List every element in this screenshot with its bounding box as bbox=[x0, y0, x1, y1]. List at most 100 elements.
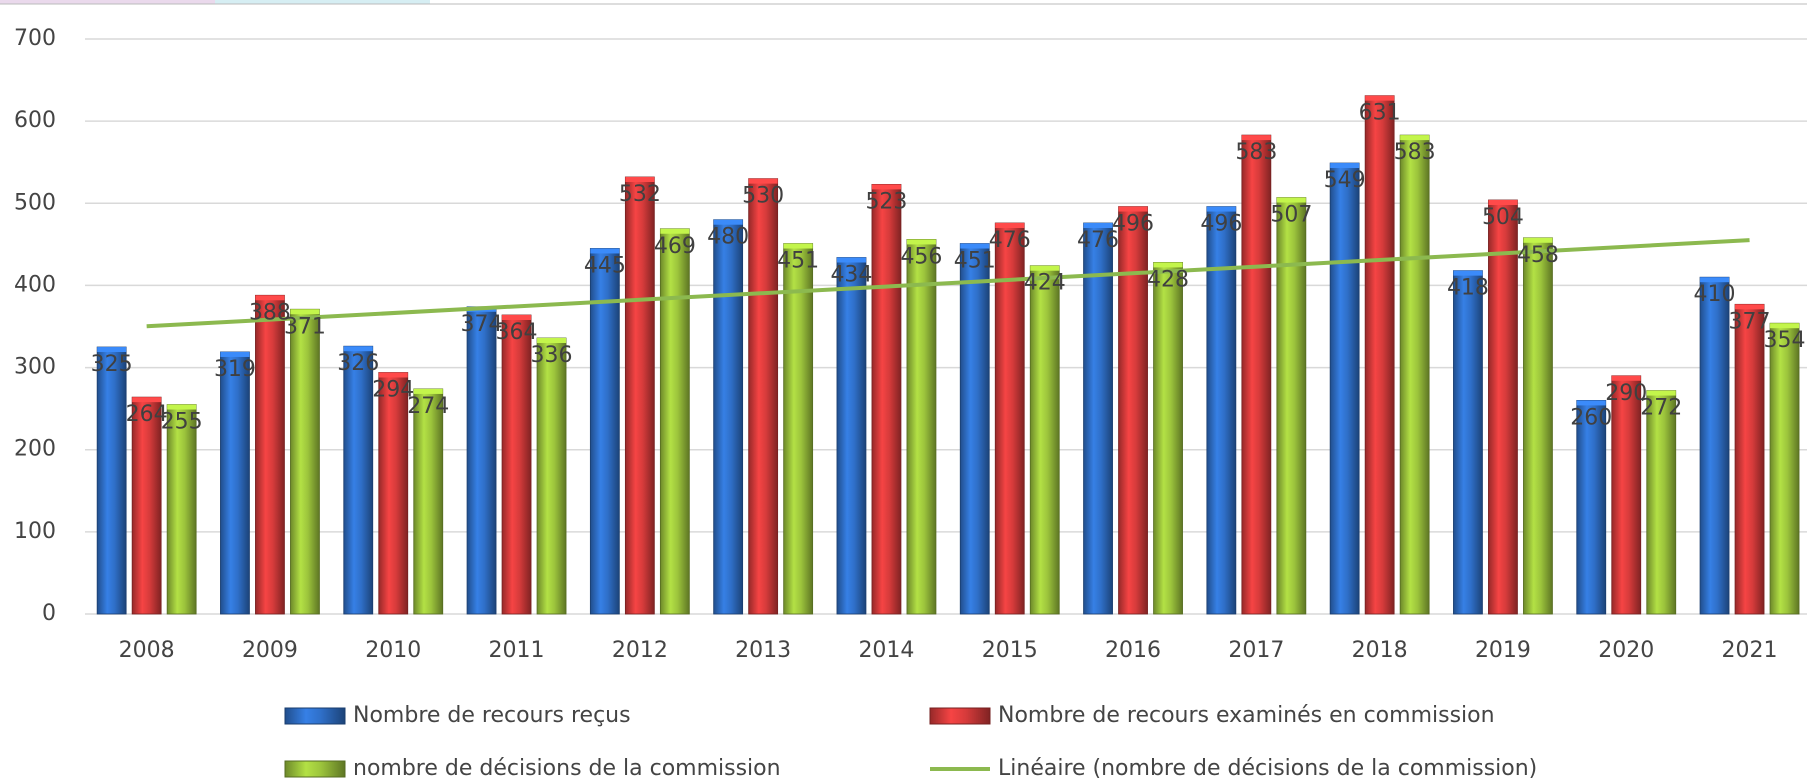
data-label: 434 bbox=[830, 263, 872, 288]
legend-label: Linéaire (nombre de décisions de la comm… bbox=[998, 756, 1537, 781]
bar-top bbox=[625, 177, 655, 182]
y-tick-label: 100 bbox=[14, 519, 56, 544]
data-label: 530 bbox=[742, 184, 784, 209]
data-label: 480 bbox=[707, 225, 749, 250]
data-label: 631 bbox=[1359, 101, 1401, 126]
bar bbox=[624, 176, 655, 615]
x-tick-label: 2014 bbox=[858, 638, 914, 663]
legend-swatch bbox=[929, 707, 991, 725]
trendline bbox=[146, 238, 1750, 329]
x-tick-label: 2009 bbox=[242, 638, 298, 663]
bar bbox=[131, 396, 162, 615]
bar-top bbox=[220, 351, 250, 357]
bar-top bbox=[1276, 197, 1306, 203]
bar-top bbox=[97, 347, 127, 353]
top-strip bbox=[215, 0, 430, 4]
data-label: 583 bbox=[1394, 140, 1436, 165]
data-label: 290 bbox=[1605, 381, 1647, 406]
bar-top bbox=[413, 388, 443, 394]
data-label: 274 bbox=[407, 394, 449, 419]
bar-top bbox=[713, 219, 743, 225]
bar-top bbox=[290, 309, 320, 315]
bar bbox=[1364, 95, 1395, 615]
data-label: 294 bbox=[372, 378, 414, 403]
bar-top bbox=[590, 248, 620, 254]
data-label: 496 bbox=[1112, 212, 1154, 237]
bar bbox=[713, 219, 744, 615]
data-label: 424 bbox=[1024, 271, 1066, 296]
bar bbox=[959, 243, 990, 615]
data-label: 445 bbox=[584, 253, 626, 278]
data-label: 325 bbox=[91, 352, 133, 377]
bar bbox=[659, 228, 690, 615]
x-tick-label: 2021 bbox=[1722, 638, 1778, 663]
data-label: 583 bbox=[1235, 140, 1277, 165]
data-label: 451 bbox=[777, 249, 819, 274]
bar bbox=[1241, 134, 1272, 615]
bar-top bbox=[1330, 163, 1360, 169]
data-label: 451 bbox=[954, 249, 996, 274]
bar bbox=[1576, 400, 1607, 615]
x-tick-label: 2016 bbox=[1105, 638, 1161, 663]
y-tick-label: 700 bbox=[14, 26, 56, 51]
bar bbox=[96, 346, 127, 615]
legend-label: Nombre de recours reçus bbox=[353, 703, 631, 728]
x-tick-label: 2020 bbox=[1598, 638, 1654, 663]
bar-top bbox=[1735, 304, 1765, 310]
data-label: 476 bbox=[989, 228, 1031, 253]
y-tick-label: 600 bbox=[14, 108, 56, 133]
bar bbox=[783, 243, 814, 615]
x-tick-label: 2012 bbox=[612, 638, 668, 663]
bar-top bbox=[1576, 400, 1606, 406]
bar bbox=[536, 337, 567, 615]
data-label: 354 bbox=[1764, 328, 1806, 353]
bar-top bbox=[1206, 206, 1236, 212]
bar-top bbox=[537, 338, 567, 343]
bar bbox=[1646, 390, 1677, 615]
bar-top bbox=[1030, 265, 1060, 271]
data-label: 523 bbox=[865, 189, 907, 214]
y-tick-label: 200 bbox=[14, 437, 56, 462]
data-label: 371 bbox=[284, 314, 326, 339]
bar bbox=[1276, 197, 1307, 615]
bar bbox=[501, 314, 532, 615]
y-tick-label: 0 bbox=[42, 601, 56, 626]
data-label: 272 bbox=[1640, 396, 1682, 421]
y-tick-label: 400 bbox=[14, 272, 56, 297]
bar-top bbox=[1153, 262, 1183, 268]
bar-top bbox=[995, 223, 1025, 228]
bar-top bbox=[660, 228, 690, 234]
bar bbox=[589, 248, 620, 615]
data-label: 388 bbox=[249, 300, 291, 325]
bar bbox=[1118, 206, 1148, 615]
bar bbox=[871, 183, 902, 615]
bar bbox=[1611, 375, 1642, 615]
data-label: 364 bbox=[496, 320, 538, 345]
bar bbox=[1399, 134, 1430, 615]
legend-swatch bbox=[284, 707, 346, 725]
x-tick-label: 2011 bbox=[489, 638, 545, 663]
bar-top bbox=[1488, 200, 1518, 205]
x-tick-label: 2019 bbox=[1475, 638, 1531, 663]
bar-top bbox=[960, 243, 990, 249]
data-label: 476 bbox=[1077, 228, 1119, 253]
bar bbox=[906, 239, 937, 615]
data-label: 377 bbox=[1729, 309, 1771, 334]
bar bbox=[1083, 222, 1113, 615]
x-tick-label: 2018 bbox=[1352, 638, 1408, 663]
bar bbox=[378, 372, 409, 615]
bar bbox=[836, 257, 867, 615]
bar-top bbox=[836, 257, 866, 263]
data-label: 507 bbox=[1270, 203, 1312, 228]
data-label: 374 bbox=[461, 312, 503, 337]
legend-swatch bbox=[284, 760, 346, 778]
x-tick-label: 2013 bbox=[735, 638, 791, 663]
bar bbox=[466, 306, 497, 615]
bar bbox=[1769, 322, 1800, 615]
bar-top bbox=[502, 315, 532, 320]
bar-top bbox=[343, 346, 373, 352]
bar-top bbox=[1241, 135, 1271, 141]
bar bbox=[1029, 265, 1060, 615]
y-tick-label: 500 bbox=[14, 190, 56, 215]
